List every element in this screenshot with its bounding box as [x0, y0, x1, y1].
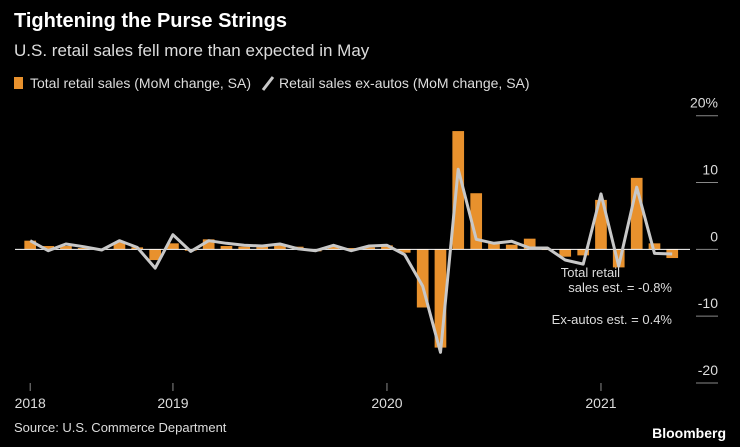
bar — [559, 249, 572, 257]
x-tick-label: 2020 — [371, 395, 402, 411]
source: Source: U.S. Commerce Department — [14, 420, 227, 435]
bar — [60, 246, 72, 250]
x-tick-label: 2021 — [585, 395, 616, 411]
bar — [398, 249, 411, 253]
bar — [470, 193, 483, 250]
bar — [24, 240, 37, 250]
bar — [523, 238, 536, 250]
bar — [381, 245, 393, 250]
y-tick-label: 0 — [710, 228, 718, 244]
legend-label: Total retail sales (MoM change, SA) — [30, 75, 251, 91]
bar — [612, 249, 625, 268]
chart-subtitle: U.S. retail sales fell more than expecte… — [14, 41, 370, 60]
y-tick-label: 20% — [690, 95, 718, 111]
legend-label: Retail sales ex-autos (MoM change, SA) — [279, 75, 530, 91]
bar — [416, 249, 429, 308]
x-tick-label: 2019 — [157, 395, 188, 411]
bar — [363, 247, 376, 250]
line — [29, 167, 673, 354]
bar — [505, 244, 518, 250]
y-tick-label: -20 — [698, 362, 718, 378]
bar — [256, 246, 269, 250]
bar — [42, 246, 55, 250]
bar — [202, 239, 215, 250]
bar — [274, 244, 286, 250]
legend-swatch — [261, 76, 275, 91]
chart-title: Tightening the Purse Strings — [14, 10, 287, 32]
bar — [113, 242, 126, 250]
bar — [452, 131, 465, 250]
bar — [345, 248, 358, 250]
bar — [630, 177, 643, 250]
bar — [488, 242, 500, 250]
bar — [149, 249, 162, 261]
bar — [666, 249, 679, 259]
annotation: sales est. = -0.8% — [568, 280, 672, 295]
annotation: Total retail — [561, 265, 620, 280]
bar — [238, 246, 251, 250]
bar — [327, 246, 340, 250]
annotation: Ex-autos est. = 0.4% — [552, 312, 673, 327]
y-tick-label: 10 — [702, 162, 718, 178]
bar — [595, 199, 607, 250]
brand: Bloomberg — [652, 425, 726, 441]
bar — [77, 248, 90, 250]
x-tick-label: 2018 — [15, 395, 46, 411]
bar — [220, 246, 233, 250]
bar — [648, 243, 661, 250]
legend-swatch — [14, 77, 23, 89]
y-tick-label: -10 — [698, 295, 718, 311]
bar — [434, 249, 447, 348]
bar — [577, 249, 590, 256]
bar — [167, 243, 179, 250]
